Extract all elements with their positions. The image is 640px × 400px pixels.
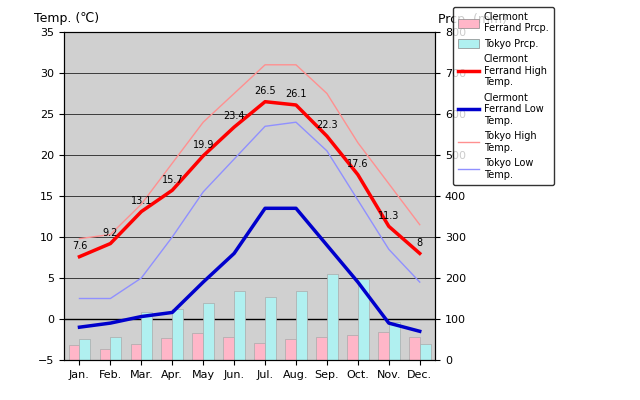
- Bar: [409, 338, 420, 360]
- Bar: [316, 338, 327, 360]
- Bar: [296, 291, 307, 360]
- Bar: [234, 291, 245, 360]
- Text: 7.6: 7.6: [72, 241, 87, 251]
- Bar: [347, 334, 358, 360]
- Bar: [172, 309, 183, 360]
- Bar: [378, 332, 388, 360]
- Bar: [285, 339, 296, 360]
- Bar: [193, 333, 204, 360]
- Text: 8: 8: [417, 238, 423, 248]
- Bar: [265, 297, 276, 360]
- Bar: [254, 343, 265, 360]
- Bar: [420, 344, 431, 360]
- Bar: [204, 304, 214, 360]
- Text: 17.6: 17.6: [347, 159, 369, 169]
- Text: 13.1: 13.1: [131, 196, 152, 206]
- Text: 26.1: 26.1: [285, 89, 307, 99]
- Bar: [358, 279, 369, 360]
- Bar: [131, 344, 141, 360]
- Text: 19.9: 19.9: [193, 140, 214, 150]
- Bar: [100, 348, 110, 360]
- Bar: [68, 345, 79, 360]
- Bar: [161, 338, 172, 360]
- Bar: [223, 337, 234, 360]
- Bar: [388, 322, 399, 360]
- Bar: [141, 312, 152, 360]
- Legend: Clermont
Ferrand Prcp., Tokyo Prcp., Clermont
Ferrand High
Temp., Clermont
Ferra: Clermont Ferrand Prcp., Tokyo Prcp., Cle…: [453, 7, 554, 184]
- Bar: [327, 274, 338, 360]
- Text: Temp. (℃): Temp. (℃): [35, 12, 99, 26]
- Text: 22.3: 22.3: [316, 120, 338, 130]
- Text: Prcp. (mm): Prcp. (mm): [438, 13, 508, 26]
- Bar: [79, 339, 90, 360]
- Text: 9.2: 9.2: [102, 228, 118, 238]
- Text: 11.3: 11.3: [378, 210, 399, 221]
- Text: 26.5: 26.5: [254, 86, 276, 96]
- Text: 23.4: 23.4: [223, 111, 245, 121]
- Bar: [110, 337, 121, 360]
- Text: 15.7: 15.7: [161, 174, 183, 184]
